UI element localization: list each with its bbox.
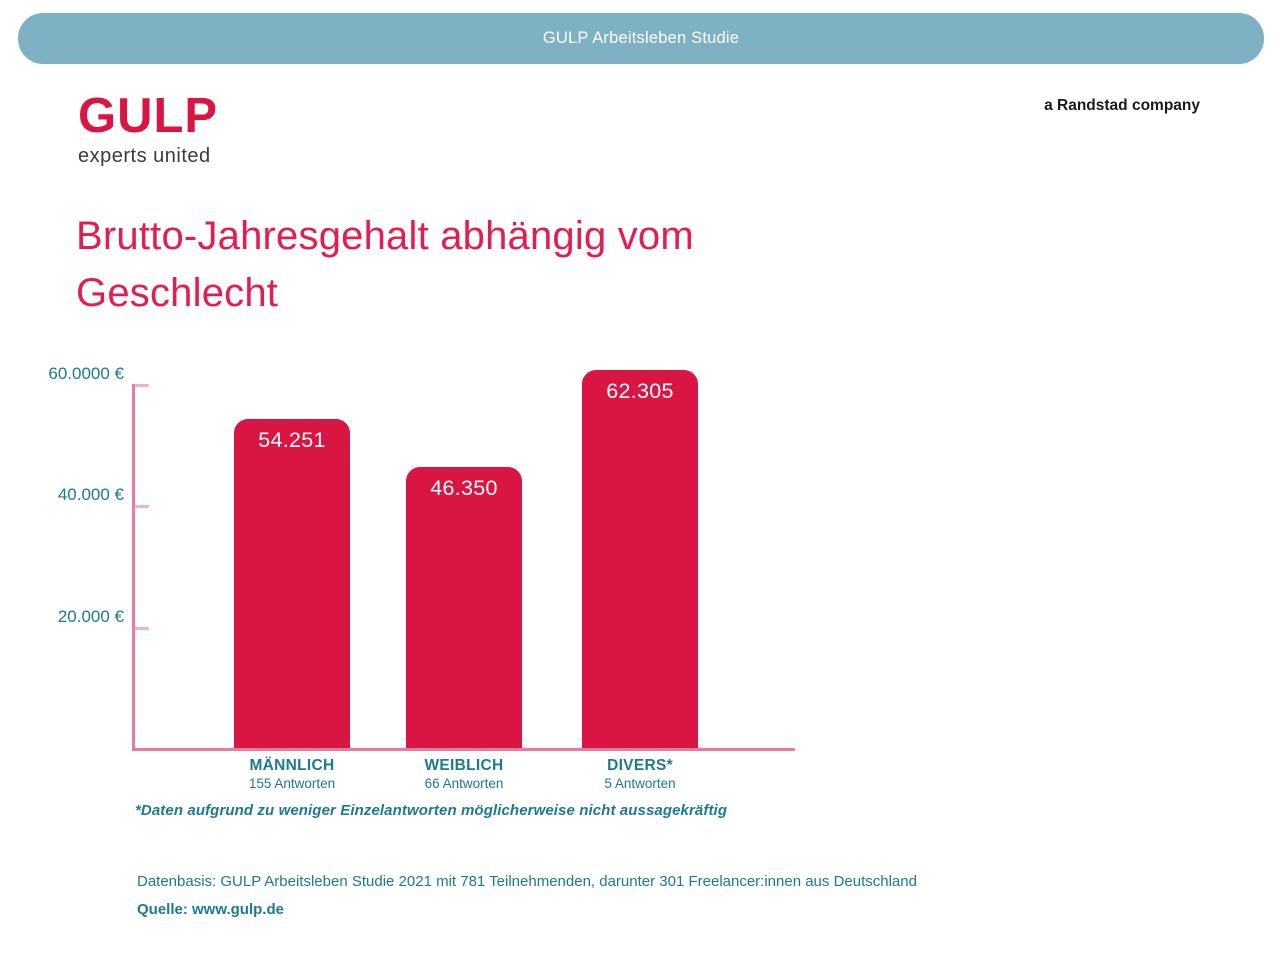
bar-value-label: 54.251	[258, 427, 326, 452]
y-axis-line	[132, 384, 135, 751]
category-response-count: 5 Antworten	[604, 776, 676, 791]
category-label: DIVERS* 5 Antworten	[540, 757, 740, 791]
y-axis-tick	[135, 384, 149, 388]
gulp-logo: GULP experts united	[78, 92, 218, 168]
bar-divers: 62.305	[582, 370, 698, 748]
randstad-company-label: a Randstad company	[1044, 97, 1200, 114]
gulp-logo-tagline: experts united	[78, 145, 211, 167]
category-name: MÄNNLICH	[249, 757, 335, 774]
footnote: *Daten aufgrund zu weniger Einzelantwort…	[135, 802, 728, 819]
y-axis-tick-label: 40.000 €	[57, 485, 124, 505]
category-name: WEIBLICH	[424, 757, 504, 774]
page-title: Brutto-Jahresgehalt abhängig vom Geschle…	[76, 214, 694, 316]
bar-mnnlich: 54.251	[234, 418, 350, 748]
category-label: WEIBLICH 66 Antworten	[364, 757, 564, 791]
category-label: MÄNNLICH 155 Antworten	[192, 757, 392, 791]
header-banner: GULP Arbeitsleben Studie	[18, 13, 1264, 64]
banner-title: GULP Arbeitsleben Studie	[542, 29, 740, 47]
y-axis-tick-label: 20.000 €	[57, 606, 124, 626]
datenbasis-text: Datenbasis: GULP Arbeitsleben Studie 202…	[137, 873, 917, 890]
category-name: DIVERS*	[607, 757, 673, 774]
category-response-count: 66 Antworten	[424, 776, 504, 791]
bar-value-label: 62.305	[606, 379, 674, 404]
bar-weiblich: 46.350	[406, 466, 522, 748]
gulp-logo-wordmark: GULP	[78, 89, 219, 143]
y-axis-tick-label: 60.0000 €	[48, 364, 124, 384]
bar-value-label: 46.350	[430, 475, 498, 500]
quelle-source-link: Quelle: www.gulp.de	[137, 901, 284, 918]
category-response-count: 155 Antworten	[248, 776, 336, 791]
y-axis-tick	[135, 626, 149, 630]
y-axis-tick	[135, 505, 149, 509]
x-axis-line	[132, 748, 795, 751]
